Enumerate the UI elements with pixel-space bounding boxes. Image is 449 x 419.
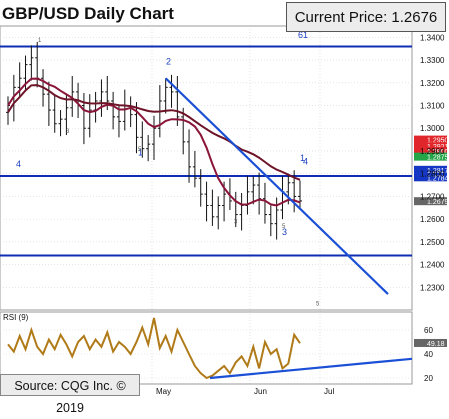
price-tick-label: 1.2800 [420, 170, 445, 179]
rsi-trendline [209, 357, 413, 380]
ohlc-bar [111, 91, 116, 130]
axis-labels: 1.3400 1.3300 1.3200 1.3100 1.3000 1.2900 1.28… [3, 33, 445, 396]
price-grid [0, 25, 413, 384]
price-tag-label: 1.2950 [427, 138, 449, 145]
price-tag-label: 1.2900 [427, 149, 449, 156]
chart-canvas: 412143135355611.29501.29211.29001.28751.… [0, 25, 449, 396]
minor-wave-label: 3 [234, 220, 238, 226]
rsi-line [7, 317, 301, 380]
rsi-value-tag [414, 338, 447, 347]
ohlc-bar [198, 169, 203, 207]
minor-wave-label: 5 [138, 147, 142, 153]
ohlc-bar [251, 175, 256, 205]
ohlc-bar [169, 74, 174, 108]
ohlc-bar [187, 129, 192, 183]
ohlc-bar [29, 45, 34, 81]
ohlc-bar [268, 205, 273, 237]
price-tick-label: 1.3400 [420, 33, 445, 42]
wave-label: 1 [300, 153, 305, 163]
price-tag [414, 197, 447, 206]
rsi-tick-label: 60 [424, 326, 433, 335]
price-tag-label: 1.2679 [427, 199, 449, 206]
price-tick-label: 1.2600 [420, 215, 445, 224]
price-marks: 412143135355611.29501.29211.29001.28751.… [0, 30, 449, 307]
wave-label: 3 [282, 227, 287, 237]
price-tick-label: 1.2700 [420, 192, 445, 201]
ohlc-bar [192, 150, 197, 188]
ohlc-bar [181, 107, 186, 155]
wave-label: 4 [16, 159, 21, 169]
ohlc-bar [99, 79, 104, 117]
ohlc-bar [152, 115, 156, 161]
ohlc-bar [87, 94, 92, 138]
ohlc-bar [163, 78, 168, 114]
price-tag-label: 1.2875 [427, 155, 449, 162]
price-panel-frame [0, 25, 413, 311]
price-tick-label: 1.2400 [420, 261, 445, 270]
month-label: May [156, 387, 171, 396]
ohlc-bar [298, 180, 302, 211]
price-tick-label: 1.3200 [420, 79, 445, 88]
rsi-tick-label: 20 [424, 374, 433, 383]
minor-wave-label: 1 [38, 38, 42, 44]
rsi-panel-frame [0, 311, 413, 385]
ohlc-bar [140, 121, 145, 158]
month-label: Jun [254, 387, 267, 396]
rsi-grid [0, 311, 413, 385]
rsi-title: RSI (9) [3, 313, 29, 322]
source-box: Source: CQG Inc. © 2019 [0, 374, 140, 415]
price-tag [414, 146, 447, 155]
rsi-marks: 49.18 [7, 317, 447, 380]
ohlc-bar [175, 75, 180, 126]
price-tick-label: 1.2900 [420, 147, 445, 156]
down-trendline [164, 77, 389, 295]
price-tick-label: 1.2500 [420, 238, 445, 247]
ohlc-bar [216, 196, 221, 230]
ohlc-bar [70, 75, 75, 117]
ohlc-bar [245, 175, 250, 215]
price-tag [414, 173, 447, 182]
month-label: Jul [324, 387, 334, 396]
price-tag [414, 152, 447, 161]
price-tick-label: 1.3300 [420, 56, 445, 65]
ohlc-bar [146, 135, 151, 162]
ohlc-bar [58, 110, 63, 137]
ma-slow-line [7, 84, 301, 181]
price-tag [414, 142, 447, 151]
price-tag [414, 135, 447, 144]
wave-label: 2 [166, 57, 171, 67]
ma-fast-line [7, 77, 301, 207]
ohlc-bar [204, 181, 209, 222]
price-tag-label: 1.2784 [427, 175, 449, 182]
minor-wave-label: 5 [282, 224, 286, 230]
price-tick-label: 1.3100 [420, 102, 445, 111]
minor-wave-label: 5 [316, 301, 320, 307]
rsi-tick-label: 40 [424, 350, 433, 359]
price-tag [414, 165, 447, 174]
chart-title: GBP/USD Daily Chart [2, 4, 174, 23]
price-tick-label: 1.3000 [420, 124, 445, 133]
ohlc-bar [210, 189, 215, 226]
top-label: 61 [298, 30, 308, 40]
price-tag-label: 1.2817 [427, 168, 449, 175]
ohlc-bar [64, 95, 69, 136]
current-price-box: Current Price: 1.2676 [286, 2, 446, 32]
wave-label: 1 [138, 148, 143, 158]
ohlc-bar [52, 94, 57, 133]
price-tick-label: 1.2300 [420, 283, 445, 292]
wave-label: 4 [303, 157, 308, 167]
rsi-value-label: 49.18 [427, 341, 445, 348]
minor-wave-label: 3 [66, 129, 70, 135]
ohlc-bar [46, 81, 51, 126]
ohlc-bar [262, 182, 267, 224]
